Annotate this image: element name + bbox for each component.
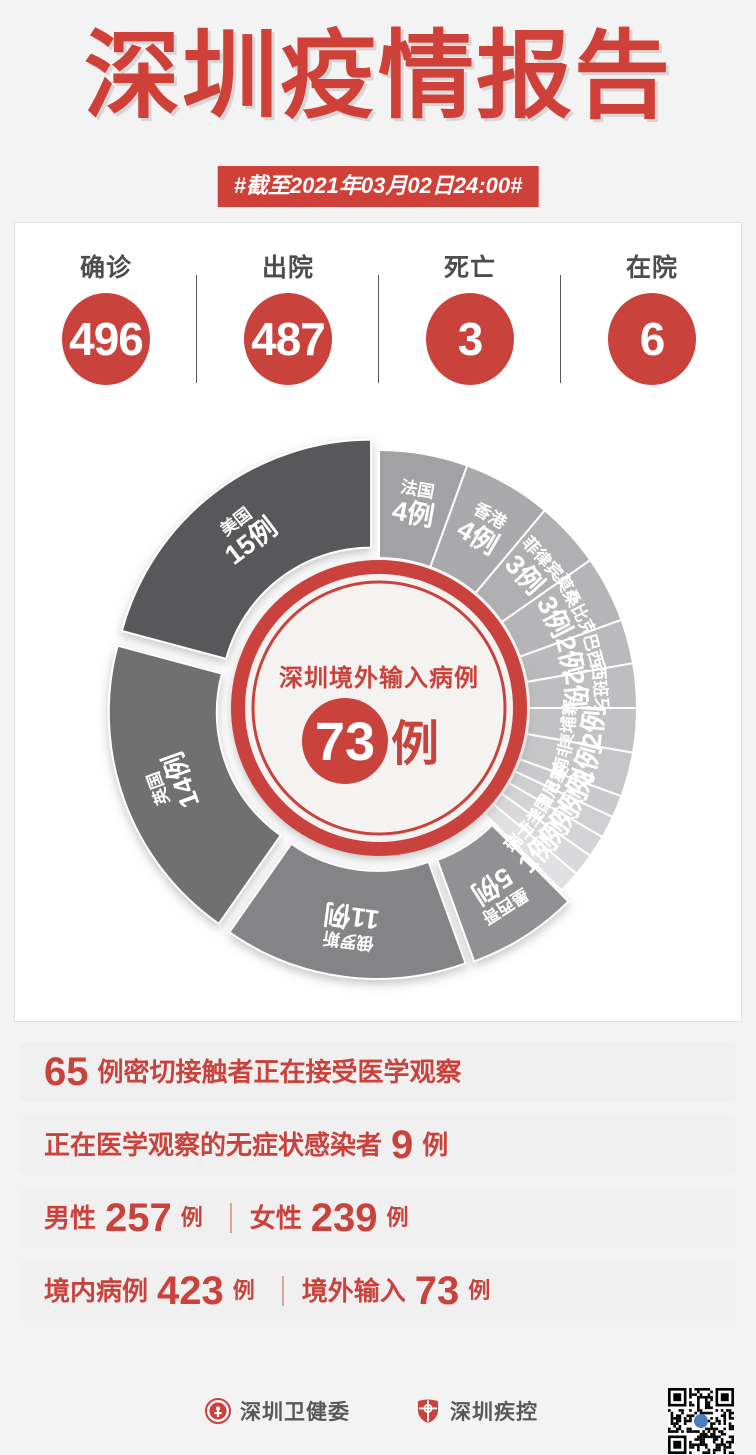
bar-text: 境外输入 — [301, 1276, 406, 1306]
bar-number: 65 — [44, 1050, 89, 1094]
stat-divider — [560, 275, 561, 383]
slice-count-label: 2例 — [559, 669, 593, 713]
org-name: 深圳疾控 — [450, 1401, 538, 1424]
bar-text: 境内病例 — [44, 1276, 149, 1306]
bar-number: 423 — [157, 1269, 224, 1313]
stat-divider — [378, 275, 379, 383]
donut-center-unit: 例 — [391, 718, 439, 771]
slice-count-label: 2例 — [577, 705, 611, 749]
stat-出院: 出院 487 — [197, 253, 379, 403]
stat-label: 出院 — [261, 254, 314, 282]
stat-在院: 在院 6 — [561, 253, 743, 403]
stat-value: 6 — [639, 313, 666, 365]
info-bar-asymptomatic: 正在医学观察的无症状感染者 9 例 — [20, 1115, 736, 1175]
bar-text: 例 — [468, 1278, 491, 1303]
stat-circle: 487 — [244, 293, 332, 385]
stat-value: 3 — [457, 313, 484, 365]
footer: 深圳卫健委 深圳疾控 — [0, 1380, 756, 1455]
slice-path[interactable] — [120, 438, 373, 661]
stat-circle: 496 — [62, 293, 150, 385]
info-bar-close-contacts: 65 例密切接触者正在接受医学观察 — [20, 1042, 736, 1102]
bar-number: 239 — [310, 1196, 378, 1240]
cdc-shield-logo-icon — [418, 1399, 438, 1423]
stat-label: 在院 — [625, 254, 678, 282]
bar-text: 例 — [422, 1130, 449, 1160]
slice-path[interactable] — [483, 803, 579, 892]
main-card: 确诊 496 出院 487 死亡 3 在院 6 美国 15例 英国 14例 俄罗斯 11例 墨西哥 5例 法国… — [14, 222, 742, 1022]
bar-number: 9 — [391, 1123, 414, 1167]
stat-确诊: 确诊 496 — [15, 253, 197, 403]
org-health-commission: 深圳卫健委 — [205, 1396, 350, 1426]
stat-label: 死亡 — [443, 254, 496, 282]
stat-circle: 6 — [608, 293, 696, 385]
date-banner: #截至2021年03月02日24:00# — [217, 166, 539, 207]
slice-path[interactable] — [227, 842, 467, 980]
bar-text: 例 — [180, 1205, 203, 1230]
summary-stats: 确诊 496 出院 487 死亡 3 在院 6 — [15, 253, 743, 403]
info-bar-gender-split: 男性 257 例 女性 239 例 — [20, 1188, 736, 1248]
bar-number: 257 — [105, 1196, 172, 1240]
page-title: 深圳疫情报告 — [84, 23, 672, 130]
donut-center-title: 深圳境外输入病例 — [279, 664, 479, 692]
overseas-cases-donut-chart: 美国 15例 英国 14例 俄罗斯 11例 墨西哥 5例 法国 4例 香港 4例 菲律宾 3例 莫桑比克 3例… — [15, 413, 743, 1013]
info-bar-source-split: 境内病例 423 例 境外输入 73 例 — [20, 1261, 736, 1321]
org-name: 深圳卫健委 — [240, 1401, 350, 1424]
stat-circle: 3 — [426, 293, 514, 385]
info-bars: 65 例密切接触者正在接受医学观察 正在医学观察的无症状感染者 9 例男性 257 例女性 2… — [20, 1042, 736, 1334]
bar-text: 例密切接触者正在接受医学观察 — [97, 1057, 462, 1087]
stat-label: 确诊 — [79, 254, 132, 282]
bar-text: 男性 — [44, 1203, 97, 1233]
bar-text: 女性 — [249, 1203, 302, 1233]
stat-divider — [196, 275, 197, 383]
bar-number: 73 — [414, 1269, 460, 1313]
bar-text: 例 — [232, 1278, 255, 1303]
bar-text: 例 — [386, 1205, 409, 1230]
donut-center-value: 73 — [315, 712, 375, 772]
health-commission-logo-icon — [205, 1398, 231, 1424]
slice-country-label: 西班牙 — [588, 662, 611, 714]
qr-code-icon[interactable] — [668, 1388, 734, 1454]
bar-divider — [281, 1276, 284, 1306]
org-cdc: 深圳疾控 — [415, 1396, 538, 1426]
stat-死亡: 死亡 3 — [379, 253, 561, 403]
header: 深圳疫情报告 #截至2021年03月02日24:00# — [0, 0, 756, 222]
donut-center-hub — [231, 560, 527, 856]
stat-value: 496 — [69, 313, 144, 365]
bar-divider — [229, 1203, 232, 1233]
slice-path[interactable] — [107, 644, 283, 926]
donut-center-value-badge — [302, 698, 388, 784]
slice-count-label: 11例 — [322, 898, 381, 935]
slice-path[interactable] — [436, 823, 570, 963]
bar-text: 正在医学观察的无症状感染者 — [44, 1130, 383, 1160]
slice-count-label: 4例 — [390, 495, 437, 532]
stat-value: 487 — [251, 313, 326, 365]
